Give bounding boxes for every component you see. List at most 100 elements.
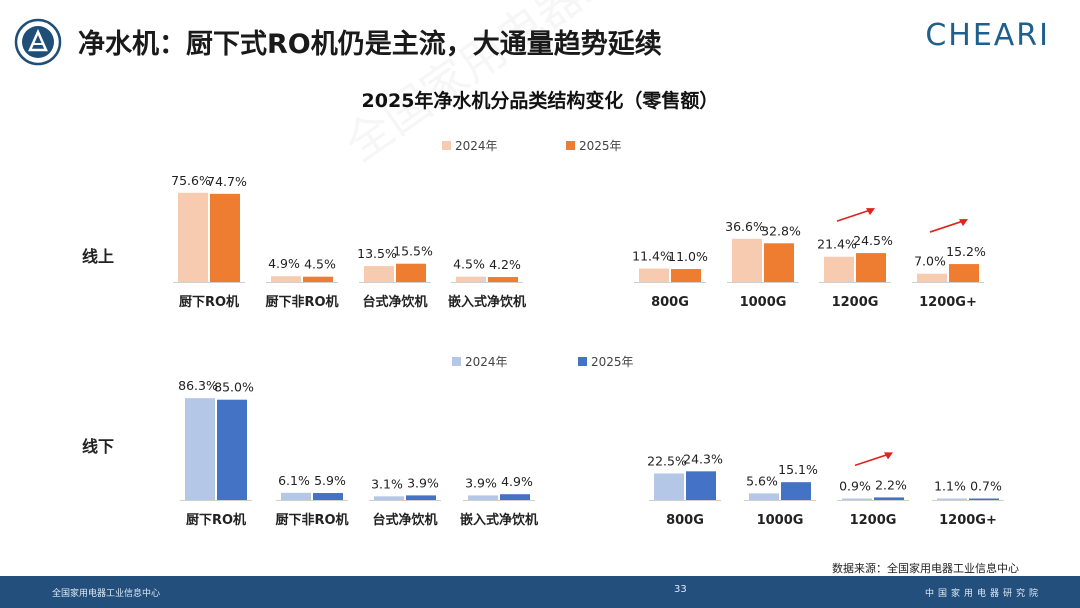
legend-swatch-offline-1 [578, 357, 587, 366]
category-label-online-1-2: 1200G [832, 295, 879, 310]
data-label-offline-1-0-1: 24.3% [683, 451, 723, 466]
bar-offline-0-3-0 [468, 495, 498, 500]
bar-offline-1-3-1 [969, 498, 999, 500]
legend-label-online-1: 2025年 [579, 139, 622, 153]
data-label-online-0-2-1: 15.5% [393, 244, 433, 259]
bar-offline-0-1-1 [313, 493, 343, 500]
data-label-offline-1-2-1: 2.2% [875, 477, 907, 492]
category-label-offline-0-1: 厨下非RO机 [275, 512, 348, 528]
data-label-offline-0-0-0: 86.3% [178, 378, 218, 393]
data-label-offline-0-0-1: 85.0% [214, 380, 254, 395]
footer-org-right: 中国家用电器研究院 [924, 589, 1042, 599]
bar-online-1-1-0 [732, 238, 762, 282]
data-source-note: 数据来源：全国家用电器工业信息中心 [832, 562, 1019, 575]
data-label-online-0-3-0: 4.5% [453, 257, 485, 272]
data-label-online-0-0-1: 74.7% [207, 174, 247, 189]
data-label-online-1-0-0: 11.4% [632, 249, 672, 264]
legend-swatch-offline-0 [452, 357, 461, 366]
data-label-offline-0-2-1: 3.9% [407, 475, 439, 490]
bar-offline-0-2-1 [406, 495, 436, 500]
bar-online-1-2-1 [856, 253, 886, 282]
data-label-offline-1-3-1: 0.7% [970, 479, 1002, 494]
data-label-online-1-3-0: 7.0% [914, 254, 946, 269]
bar-online-0-3-1 [488, 277, 518, 282]
bar-offline-0-2-0 [374, 496, 404, 500]
row-label-online: 线上 [82, 247, 114, 266]
footer-bar: 全国家用电器工业信息中心 33 中国家用电器研究院 [0, 576, 1080, 608]
category-label-offline-0-2: 台式净饮机 [372, 512, 437, 528]
trend-arrowhead-offline-2 [884, 452, 893, 460]
trend-arrow-online-2 [836, 208, 874, 222]
legend-swatch-online-1 [566, 141, 575, 150]
bar-offline-1-1-0 [749, 493, 779, 500]
row-label-offline: 线下 [82, 437, 114, 456]
category-label-online-0-2: 台式净饮机 [362, 294, 427, 310]
data-label-online-0-1-1: 4.5% [304, 257, 336, 272]
bar-offline-1-2-1 [874, 497, 904, 500]
bar-online-1-0-0 [639, 268, 669, 282]
data-label-online-1-3-1: 15.2% [946, 244, 986, 259]
bar-offline-0-0-0 [185, 398, 215, 500]
data-label-offline-1-1-1: 15.1% [778, 462, 818, 477]
data-label-offline-0-2-0: 3.1% [371, 476, 403, 491]
category-label-online-1-1: 1000G [740, 295, 787, 310]
data-label-offline-0-3-1: 4.9% [501, 474, 533, 489]
category-label-offline-1-2: 1200G [850, 513, 897, 528]
data-label-offline-1-0-0: 22.5% [647, 453, 687, 468]
brand-logo: CHEARI [925, 18, 1050, 53]
category-label-offline-0-3: 嵌入式净饮机 [460, 512, 538, 528]
page-number: 33 [674, 584, 687, 595]
bar-online-0-3-0 [456, 276, 486, 282]
bar-online-1-0-1 [671, 269, 701, 282]
bar-online-1-1-1 [764, 243, 794, 282]
category-label-offline-1-0: 800G [666, 513, 704, 528]
category-label-online-1-3: 1200G+ [919, 295, 977, 310]
trend-arrow-online-3 [929, 219, 967, 233]
category-label-offline-1-3: 1200G+ [939, 513, 997, 528]
bar-online-1-3-0 [917, 273, 947, 282]
bar-online-0-2-0 [364, 266, 394, 282]
category-label-online-1-0: 800G [651, 295, 689, 310]
bar-online-0-1-0 [271, 276, 301, 282]
legend-label-offline-0: 2024年 [465, 355, 508, 369]
data-label-online-1-2-0: 21.4% [817, 237, 857, 252]
data-label-offline-1-3-0: 1.1% [934, 479, 966, 494]
category-label-online-0-0: 厨下RO机 [179, 294, 239, 310]
trend-arrowhead-online-2 [866, 208, 875, 216]
bar-online-0-0-0 [178, 192, 208, 282]
institute-logo-icon [14, 18, 62, 66]
bar-offline-1-0-1 [686, 471, 716, 500]
page-title: 净水机：厨下式RO机仍是主流，大通量趋势延续 [78, 29, 662, 60]
data-label-online-0-1-0: 4.9% [268, 256, 300, 271]
category-label-online-0-1: 厨下非RO机 [265, 294, 338, 310]
category-label-offline-0-0: 厨下RO机 [186, 512, 246, 528]
legend-swatch-online-0 [442, 141, 451, 150]
data-label-offline-1-2-0: 0.9% [839, 479, 871, 494]
bar-offline-0-1-0 [281, 492, 311, 500]
bar-offline-1-3-0 [937, 498, 967, 500]
footer-org-left: 全国家用电器工业信息中心 [52, 589, 161, 599]
data-label-online-1-1-1: 32.8% [761, 223, 801, 238]
bar-offline-1-0-0 [654, 473, 684, 500]
data-label-online-1-1-0: 36.6% [725, 219, 765, 234]
data-label-online-0-0-0: 75.6% [171, 173, 211, 188]
bar-online-1-2-0 [824, 256, 854, 282]
data-label-offline-0-1-0: 6.1% [278, 473, 310, 488]
bar-online-1-3-1 [949, 264, 979, 282]
bar-offline-0-0-1 [217, 399, 247, 500]
data-label-online-1-2-1: 24.5% [853, 233, 893, 248]
category-label-online-0-3: 嵌入式净饮机 [448, 294, 526, 310]
data-label-online-1-0-1: 11.0% [668, 249, 708, 264]
chart-title: 2025年净水机分品类结构变化（零售额） [361, 90, 719, 112]
data-label-offline-0-3-0: 3.9% [465, 475, 497, 490]
bar-online-0-2-1 [396, 263, 426, 282]
data-label-offline-0-1-1: 5.9% [314, 473, 346, 488]
legend-label-offline-1: 2025年 [591, 355, 634, 369]
data-label-online-0-3-1: 4.2% [489, 257, 521, 272]
bar-offline-1-1-1 [781, 482, 811, 500]
bar-offline-0-3-1 [500, 494, 530, 500]
data-label-offline-1-1-0: 5.6% [746, 473, 778, 488]
chart-canvas: 线上 2024年 2025年 75.6%74.7% 厨下RO机 4.9% 4.5% 厨下非RO… [82, 139, 1004, 528]
legend-label-online-0: 2024年 [455, 139, 498, 153]
category-label-offline-1-1: 1000G [757, 513, 804, 528]
